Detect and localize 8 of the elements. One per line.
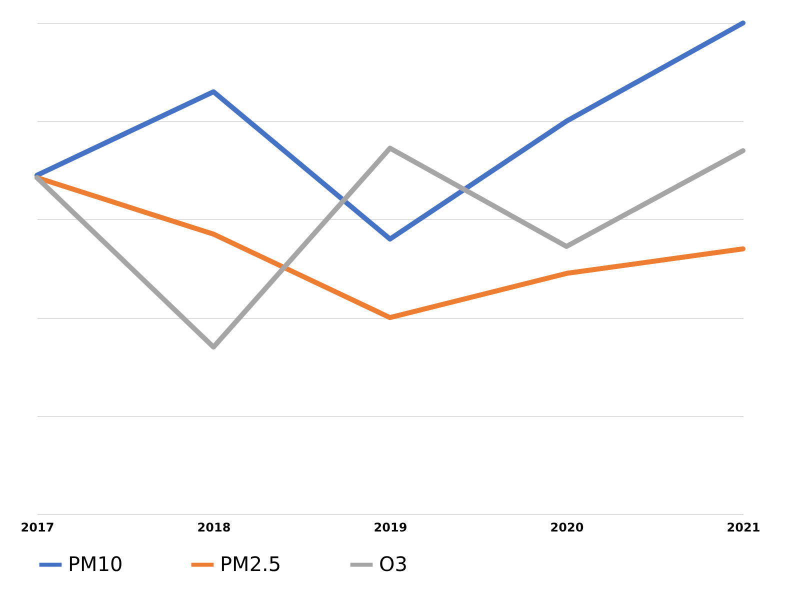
x-tick-label: 2020 — [550, 520, 584, 534]
x-tick-label: 2017 — [20, 520, 54, 534]
x-tick-label: 2018 — [197, 520, 231, 534]
legend-label: O3 — [379, 552, 408, 576]
legend-label: PM2.5 — [220, 552, 282, 576]
x-tick-label: 2021 — [726, 520, 760, 534]
legend-label: PM10 — [68, 552, 123, 576]
x-tick-label: 2019 — [374, 520, 408, 534]
